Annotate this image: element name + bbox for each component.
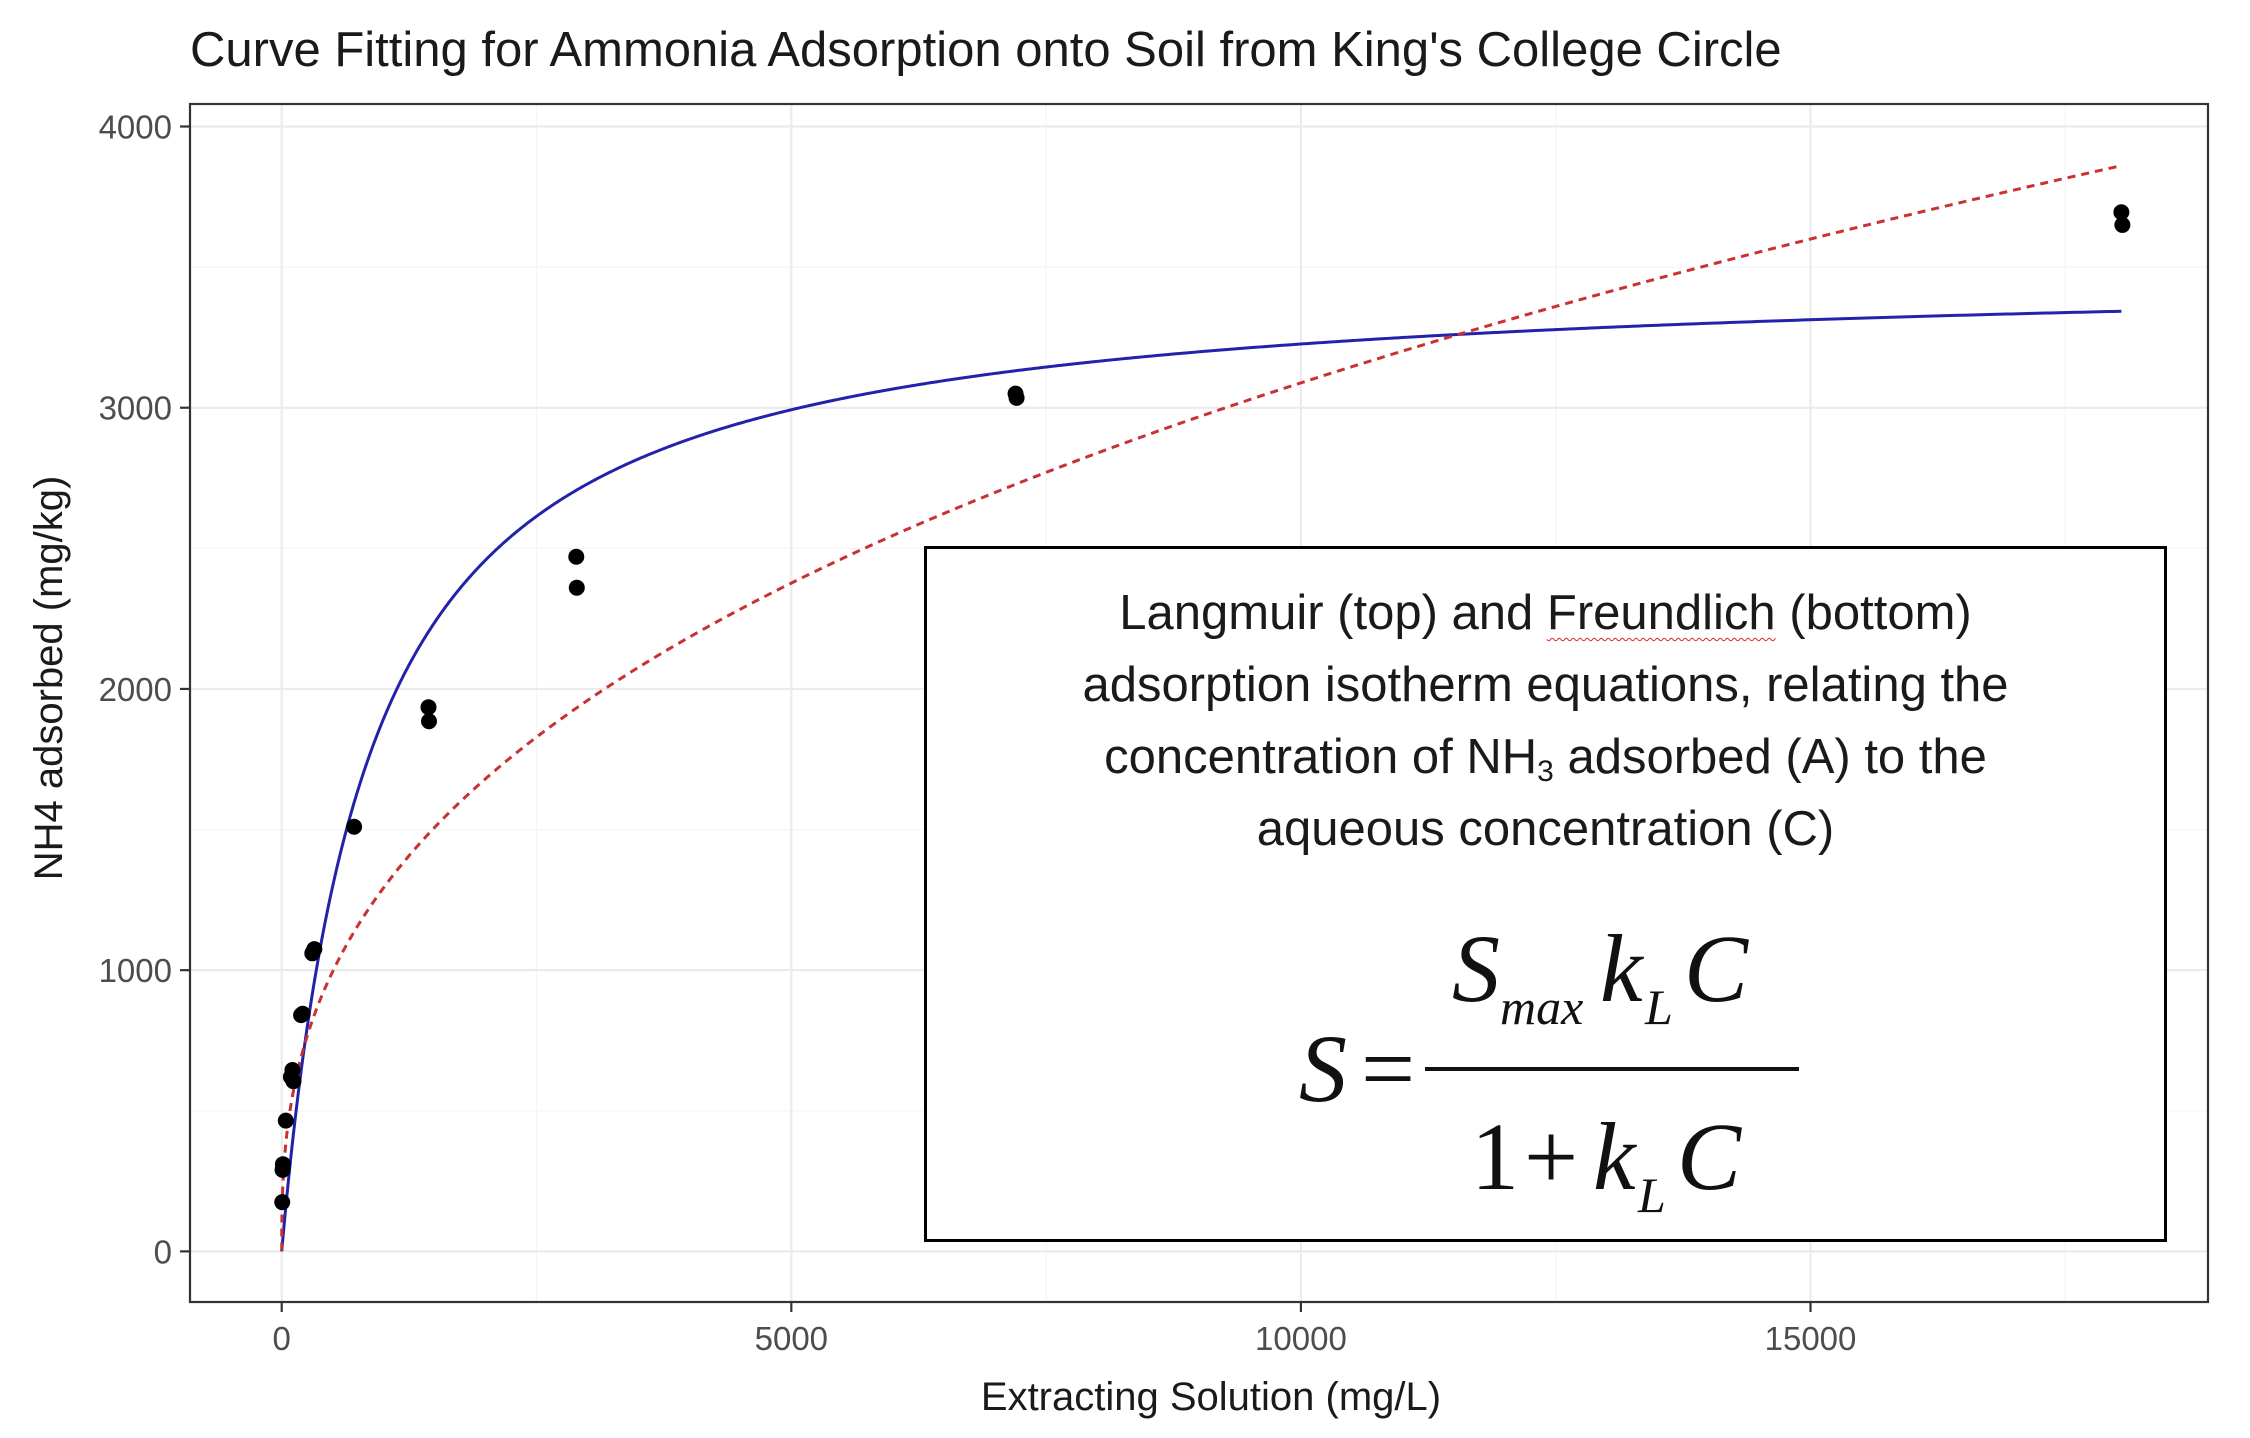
formula-num-s: S <box>1452 915 1500 1022</box>
annotation-box: Langmuir (top) and Freundlich (bottom) a… <box>924 546 2167 1242</box>
axis-ticks: 0 5000 10000 15000 0 1000 2000 3000 4000 <box>99 108 1857 1357</box>
formula-den-plus: + <box>1524 1103 1578 1210</box>
y-tick-label: 3000 <box>99 390 172 427</box>
x-tick-label: 15000 <box>1765 1320 1857 1357</box>
x-axis-label: Extracting Solution (mg/L) <box>981 1375 1441 1419</box>
freundlich-fit-curve <box>280 164 2122 1251</box>
annotation-text-segment: (bottom) <box>1775 586 1972 640</box>
chart-title: Curve Fitting for Ammonia Adsorption ont… <box>190 23 1782 77</box>
y-tick-label: 4000 <box>99 108 172 145</box>
langmuir-formula: S = S max k L C 1 + k L C <box>1299 915 1799 1223</box>
formula-num-sub-max: max <box>1500 979 1583 1035</box>
data-point <box>568 548 585 565</box>
annotation-text: Langmuir (top) and Freundlich (bottom) a… <box>947 577 2144 865</box>
y-tick-label: 2000 <box>99 671 172 708</box>
formula-den-one: 1 <box>1471 1103 1519 1210</box>
x-tick-label: 0 <box>273 1320 291 1357</box>
subscript: 3 <box>1537 755 1554 788</box>
formula-num-c: C <box>1684 915 1749 1022</box>
annotation-text-segment: adsorption isotherm equations, relating … <box>1082 658 2009 712</box>
y-tick-label: 0 <box>154 1233 172 1270</box>
data-point <box>421 713 438 730</box>
formula-den-sub-l: L <box>1637 1167 1666 1223</box>
data-point <box>274 1194 291 1211</box>
formula-den-c: C <box>1677 1103 1742 1210</box>
annotation-line-3: concentration of NH3 adsorbed (A) to the <box>947 721 2144 793</box>
annotation-line-1: Langmuir (top) and Freundlich (bottom) <box>947 577 2144 649</box>
formula-num-sub-l: L <box>1644 979 1673 1035</box>
y-tick-label: 1000 <box>99 952 172 989</box>
annotation-text-segment: adsorbed (A) to the <box>1553 730 1987 784</box>
spellcheck-word: Freundlich <box>1546 586 1776 640</box>
data-point <box>285 1073 302 1090</box>
data-point <box>2114 216 2131 233</box>
data-points <box>274 204 2131 1211</box>
x-tick-label: 5000 <box>755 1320 828 1357</box>
data-point <box>1008 389 1025 406</box>
formula-equals: = <box>1361 1015 1415 1122</box>
data-point <box>420 699 437 716</box>
x-tick-label: 10000 <box>1255 1320 1347 1357</box>
y-axis-label: NH4 adsorbed (mg/kg) <box>27 476 71 881</box>
formula-num-k: k <box>1600 915 1645 1022</box>
data-point <box>274 1156 291 1173</box>
fitted-curves <box>280 164 2122 1252</box>
annotation-line-2: adsorption isotherm equations, relating … <box>947 649 2144 721</box>
annotation-text-segment: concentration of NH <box>1104 730 1538 784</box>
data-point <box>294 1005 311 1022</box>
data-point <box>568 579 585 596</box>
plot-panel-border <box>188 102 2210 1304</box>
formula-lhs: S <box>1299 1015 1347 1122</box>
data-point <box>346 818 363 835</box>
annotation-text-segment: Langmuir (top) and <box>1119 586 1547 640</box>
annotation-text-segment: aqueous concentration (C) <box>1256 802 1835 856</box>
annotation-line-4: aqueous concentration (C) <box>947 793 2144 865</box>
langmuir-fit-curve <box>280 309 2122 1252</box>
data-point <box>306 941 323 958</box>
data-point <box>277 1112 294 1129</box>
formula-den-k: k <box>1593 1103 1638 1210</box>
data-point <box>2113 204 2130 221</box>
